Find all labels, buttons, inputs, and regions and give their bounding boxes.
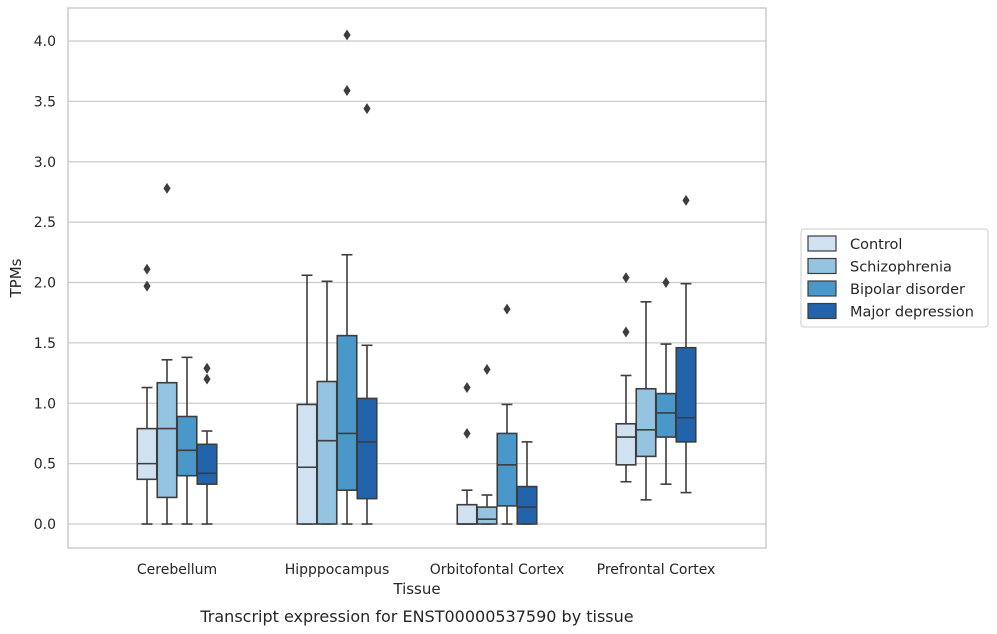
box-iqr — [655, 392, 677, 438]
box-major-depression — [516, 441, 538, 525]
box-iqr — [196, 443, 218, 485]
box-schizophrenia — [635, 301, 657, 501]
box-major-depression — [356, 103, 378, 525]
legend-swatch — [807, 235, 837, 252]
x-tick-label: Prefrontal Cortex — [597, 562, 716, 578]
y-tick-label: 3.5 — [34, 94, 56, 110]
box-iqr — [176, 415, 198, 477]
box-iqr — [336, 334, 358, 491]
box-iqr — [456, 503, 478, 525]
legend: Control Schizophrenia Bipolar disorder Majo… — [800, 228, 989, 328]
box-bipolar-disorder — [496, 303, 518, 525]
legend-label: Bipolar disorder — [850, 282, 965, 298]
y-tick-labels: 0.0 0.5 1.0 1.5 2.0 2.5 3.0 3.5 4.0 — [34, 34, 56, 533]
y-axis-title: TPMs — [7, 258, 25, 298]
y-tick-label: 4.0 — [34, 34, 56, 50]
outlier-point — [463, 427, 471, 439]
outlier-point — [682, 194, 690, 206]
y-tick-label: 2.5 — [34, 215, 56, 231]
outlier-point — [163, 182, 171, 194]
x-axis-title: Tissue — [392, 580, 440, 598]
box-control — [456, 382, 478, 525]
box-schizophrenia — [476, 363, 498, 525]
box-iqr — [516, 485, 538, 525]
box-iqr — [136, 427, 158, 481]
y-tick-label: 2.0 — [34, 276, 56, 292]
legend-swatch — [807, 280, 837, 297]
box-iqr — [496, 432, 518, 507]
box-iqr — [316, 380, 338, 525]
box-schizophrenia — [316, 280, 338, 525]
x-tick-labels: Cerebellum Hipppocampus Orbitofontal Corte… — [137, 562, 715, 578]
y-tick-label: 1.0 — [34, 396, 56, 412]
box-iqr — [476, 506, 498, 525]
legend-label: Schizophrenia — [850, 260, 952, 276]
box-major-depression — [675, 194, 697, 494]
outlier-point — [363, 103, 371, 115]
box-iqr — [675, 346, 697, 443]
outlier-point — [343, 85, 351, 96]
box-bipolar-disorder — [176, 356, 198, 525]
outlier-point — [622, 272, 630, 284]
box-iqr — [356, 397, 378, 500]
outlier-point — [483, 363, 491, 375]
boxes-layer — [136, 29, 697, 525]
box-iqr — [615, 422, 637, 466]
outlier-point — [203, 373, 211, 385]
outlier-point — [343, 29, 351, 41]
y-tick-label: 0.5 — [34, 457, 56, 473]
legend-swatch — [807, 257, 837, 275]
outlier-point — [143, 280, 151, 292]
x-tick-label: Orbitofontal Cortex — [430, 562, 565, 578]
x-tick-label: Cerebellum — [137, 562, 217, 578]
y-tick-label: 1.5 — [34, 336, 56, 352]
box-iqr — [156, 381, 178, 499]
y-tick-label: 3.0 — [34, 155, 56, 171]
box-control — [296, 274, 318, 525]
box-iqr — [296, 403, 318, 525]
box-iqr — [635, 387, 657, 458]
legend-frame — [800, 228, 989, 328]
box-control — [136, 263, 158, 525]
legend-swatch — [807, 302, 837, 320]
outlier-point — [203, 362, 211, 374]
box-major-depression — [196, 362, 218, 525]
outlier-point — [622, 326, 630, 338]
x-tick-label: Hipppocampus — [285, 562, 390, 578]
legend-label: Major depression — [850, 305, 974, 321]
box-bipolar-disorder — [655, 277, 677, 485]
legend-label: Control — [850, 237, 902, 253]
plot-frame — [67, 7, 767, 549]
outlier-point — [143, 263, 151, 275]
outlier-point — [503, 303, 511, 315]
outlier-point — [463, 382, 471, 394]
box-control — [615, 272, 637, 483]
chart-caption: Transcript expression for ENST0000053759… — [199, 607, 633, 626]
y-tick-label: 0.0 — [34, 517, 56, 533]
outlier-point — [662, 277, 670, 288]
